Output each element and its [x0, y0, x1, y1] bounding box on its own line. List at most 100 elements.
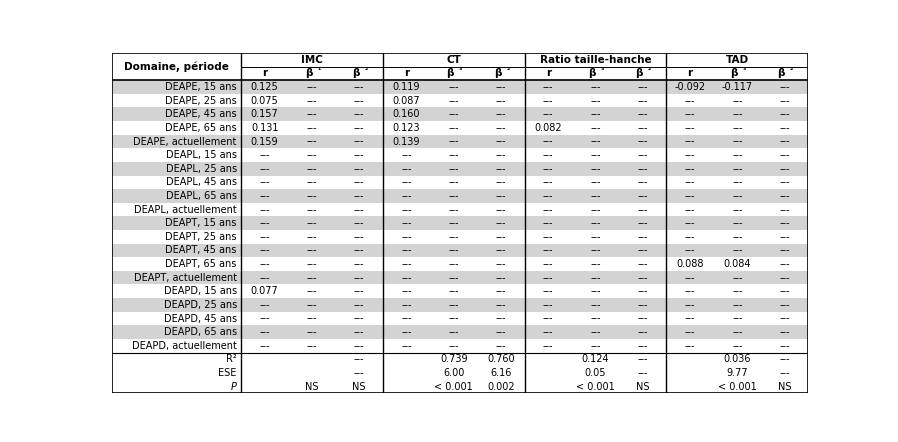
Text: 0.002: 0.002 [487, 381, 515, 392]
Text: ---: --- [260, 232, 270, 242]
Text: ---: --- [779, 341, 790, 351]
Text: ---: --- [543, 300, 553, 310]
Text: DEAPT, 25 ans: DEAPT, 25 ans [165, 232, 237, 242]
Text: 0.760: 0.760 [487, 354, 515, 364]
Text: ---: --- [496, 137, 506, 147]
Text: ---: --- [496, 150, 506, 160]
Text: ---: --- [638, 232, 648, 242]
Text: 0.739: 0.739 [440, 354, 468, 364]
Text: 6.00: 6.00 [443, 368, 464, 378]
Text: CT: CT [446, 55, 462, 65]
Text: ---: --- [401, 327, 411, 337]
Text: ---: --- [306, 137, 317, 147]
Text: ---: --- [401, 150, 411, 160]
Text: TAD: TAD [726, 55, 749, 65]
Text: ---: --- [448, 123, 459, 133]
Bar [112, 285, 808, 298]
Text: ---: --- [448, 313, 459, 324]
Bar [112, 325, 808, 339]
Text: ---: --- [685, 232, 695, 242]
Text: Ratio taille-hanche: Ratio taille-hanche [540, 55, 651, 65]
Text: ---: --- [685, 164, 695, 174]
Bar [112, 94, 808, 107]
Text: ---: --- [496, 313, 506, 324]
Text: 9.77: 9.77 [726, 368, 748, 378]
Text: ---: --- [638, 245, 648, 255]
Text: ---: --- [496, 286, 506, 296]
Text: ²: ² [790, 66, 793, 75]
Text: DEAPE, 45 ans: DEAPE, 45 ans [165, 109, 237, 119]
Text: ---: --- [638, 300, 648, 310]
Text: ---: --- [448, 191, 459, 201]
Text: ---: --- [732, 341, 743, 351]
Text: ---: --- [354, 164, 365, 174]
Text: ---: --- [685, 300, 695, 310]
Text: DEAPD, 65 ans: DEAPD, 65 ans [163, 327, 237, 337]
Text: DEAPE, 25 ans: DEAPE, 25 ans [165, 95, 237, 106]
Text: ---: --- [496, 341, 506, 351]
Text: ---: --- [638, 109, 648, 119]
Text: ---: --- [260, 205, 270, 215]
Text: ---: --- [543, 191, 553, 201]
Text: ---: --- [732, 300, 743, 310]
Text: ---: --- [496, 245, 506, 255]
Text: < 0.001: < 0.001 [577, 381, 615, 392]
Text: ---: --- [354, 286, 365, 296]
Text: ---: --- [685, 327, 695, 337]
Text: ---: --- [543, 232, 553, 242]
Text: ---: --- [590, 164, 601, 174]
Text: ---: --- [779, 109, 790, 119]
Text: ³: ³ [743, 66, 746, 75]
Text: ---: --- [638, 150, 648, 160]
Bar [112, 380, 808, 393]
Text: ---: --- [306, 273, 317, 283]
Text: ---: --- [685, 286, 695, 296]
Text: ---: --- [779, 177, 790, 187]
Text: ---: --- [401, 177, 411, 187]
Text: ---: --- [638, 82, 648, 92]
Text: 0.160: 0.160 [392, 109, 420, 119]
Text: 0.05: 0.05 [585, 368, 606, 378]
Text: ---: --- [732, 150, 743, 160]
Text: ---: --- [779, 368, 790, 378]
Text: ---: --- [685, 150, 695, 160]
Text: ---: --- [543, 273, 553, 283]
Bar [112, 80, 808, 94]
Text: ---: --- [448, 232, 459, 242]
Text: ---: --- [638, 341, 648, 351]
Text: ---: --- [590, 191, 601, 201]
Text: 0.077: 0.077 [251, 286, 278, 296]
Text: ---: --- [779, 286, 790, 296]
Text: ---: --- [401, 245, 411, 255]
Text: DEAPL, 25 ans: DEAPL, 25 ans [166, 164, 237, 174]
Text: P: P [231, 381, 237, 392]
Text: ---: --- [590, 300, 601, 310]
Text: ---: --- [448, 150, 459, 160]
Text: DEAPL, 45 ans: DEAPL, 45 ans [166, 177, 237, 187]
Bar [112, 135, 808, 149]
Text: ---: --- [448, 82, 459, 92]
Text: 6.16: 6.16 [490, 368, 512, 378]
Text: ---: --- [590, 123, 601, 133]
Text: ---: --- [543, 327, 553, 337]
Text: ---: --- [401, 286, 411, 296]
Text: NS: NS [778, 381, 791, 392]
Text: 0.075: 0.075 [251, 95, 278, 106]
Text: ---: --- [685, 191, 695, 201]
Text: ---: --- [685, 218, 695, 228]
Text: DEAPE, actuellement: DEAPE, actuellement [134, 137, 237, 147]
Bar [112, 107, 808, 121]
Text: ---: --- [543, 259, 553, 269]
Text: ---: --- [354, 177, 365, 187]
Text: ---: --- [448, 245, 459, 255]
Text: ---: --- [779, 273, 790, 283]
Text: Domaine, période: Domaine, période [124, 61, 229, 72]
Text: ---: --- [401, 218, 411, 228]
Text: ---: --- [685, 95, 695, 106]
Text: β: β [446, 69, 454, 79]
Text: ---: --- [260, 313, 270, 324]
Text: ---: --- [685, 205, 695, 215]
Text: ---: --- [590, 95, 601, 106]
Text: ---: --- [779, 205, 790, 215]
Text: ---: --- [543, 205, 553, 215]
